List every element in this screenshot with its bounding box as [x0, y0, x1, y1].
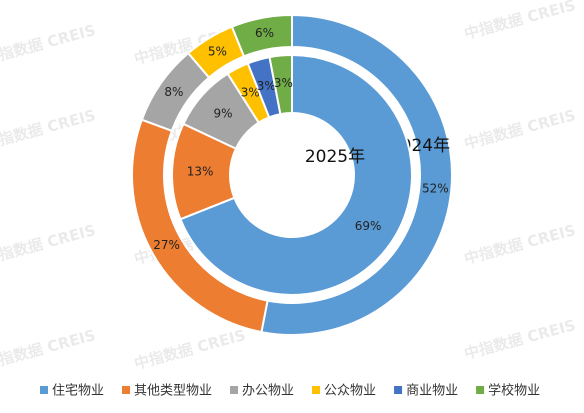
legend-swatch	[230, 386, 239, 394]
watermark: 中指数据 CREIS	[0, 221, 97, 268]
donut-segment	[260, 13, 454, 336]
legend-swatch	[394, 386, 403, 394]
legend-swatch	[122, 386, 131, 394]
watermark: 中指数据 CREIS	[132, 326, 247, 373]
donut-segment	[179, 53, 413, 296]
legend-label: 学校物业	[488, 383, 540, 399]
data-label: 5%	[208, 44, 227, 58]
watermark: 中指数据 CREIS	[462, 316, 577, 363]
data-label: 8%	[164, 85, 183, 99]
data-label: 13%	[187, 165, 214, 179]
watermark: 中指数据 CREIS	[462, 221, 577, 268]
legend-swatch	[476, 386, 485, 394]
watermark: 中指数据 CREIS	[0, 106, 97, 153]
legend-label: 住宅物业	[52, 384, 104, 399]
data-label: 3%	[241, 86, 260, 100]
legend-label: 公众物业	[324, 384, 376, 399]
watermark: 中指数据 CREIS	[462, 0, 577, 43]
legend-swatch	[312, 386, 321, 394]
watermark: 中指数据 CREIS	[0, 326, 97, 373]
data-label: 27%	[153, 238, 180, 252]
legend-label: 其他类型物业	[134, 384, 212, 399]
legend-label: 办公物业	[242, 384, 294, 399]
data-label: 9%	[213, 107, 232, 121]
data-label: 3%	[274, 76, 293, 90]
data-label: 69%	[355, 219, 382, 233]
data-label: 52%	[422, 181, 449, 195]
legend-swatch	[40, 386, 48, 394]
ring-label: 2025年	[305, 147, 365, 167]
data-label: 6%	[255, 26, 274, 40]
watermark: 中指数据 CREIS	[462, 106, 577, 153]
data-label: 3%	[257, 79, 276, 93]
donut-segment	[268, 53, 293, 116]
donut-segment	[230, 13, 293, 58]
legend-label: 商业物业	[406, 384, 458, 399]
watermark: 中指数据 CREIS	[0, 21, 97, 68]
